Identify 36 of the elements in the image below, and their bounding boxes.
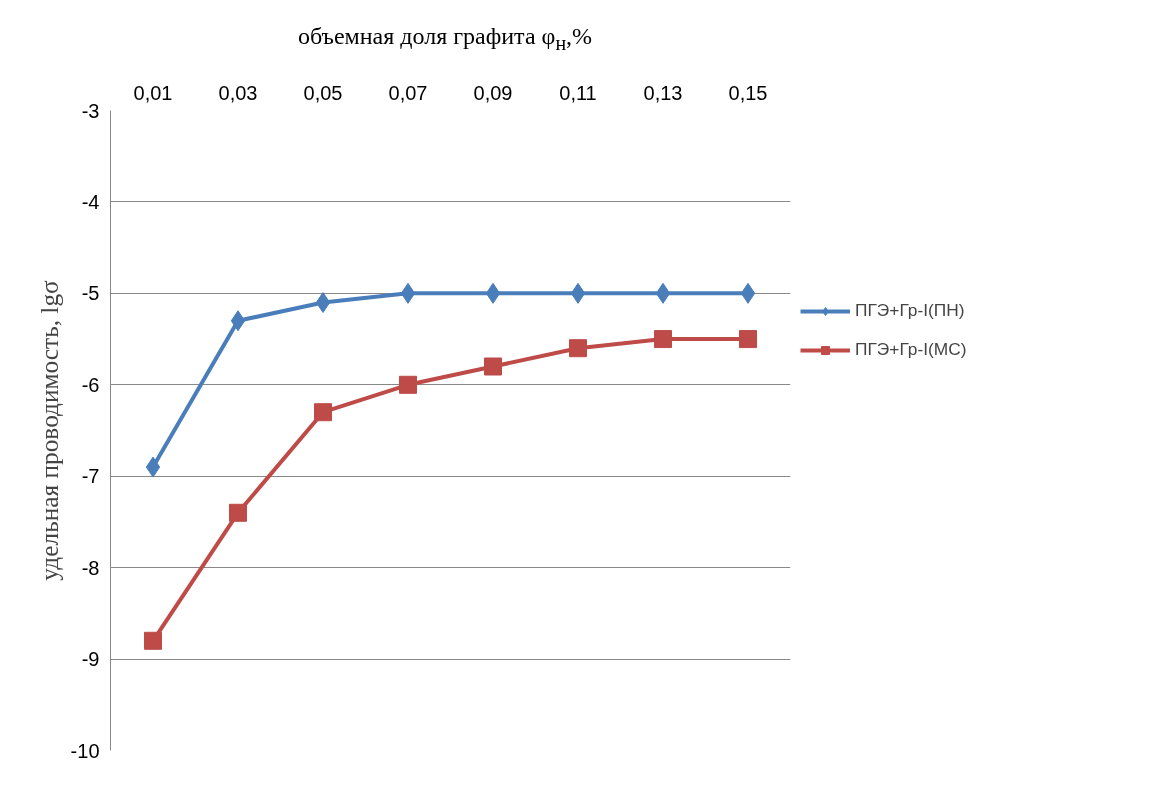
point — [229, 503, 247, 522]
point — [485, 282, 501, 304]
y-tick-label: -10 — [70, 739, 100, 762]
x-tick-label: 0,09 — [473, 81, 513, 104]
y-tick-label: -9 — [81, 648, 100, 671]
x-tick-label: 0,15 — [728, 81, 768, 104]
point — [739, 330, 757, 349]
point — [399, 375, 417, 394]
point — [315, 292, 331, 313]
point — [569, 339, 587, 358]
legend-label: ПГЭ+Гр-I(МС) — [855, 339, 968, 360]
x-tick-label: 0,07 — [388, 81, 428, 104]
y-tick-label: -6 — [81, 373, 100, 396]
point — [654, 330, 672, 349]
y-axis-title: удельная проводимость, lgσ — [34, 279, 63, 581]
point — [655, 282, 671, 304]
y-tick-label: -8 — [81, 556, 100, 579]
x-axis-title: объемная доля графита φ$_{н}$,% — [297, 22, 593, 56]
x-tick-label: 0,05 — [303, 81, 343, 104]
x-tick-label: 0,13 — [643, 81, 683, 104]
legend-label: ПГЭ+Гр-I(ПН) — [855, 300, 966, 321]
point — [740, 282, 756, 304]
point — [144, 631, 162, 650]
x-tick-label: 0,01 — [133, 81, 173, 104]
y-tick-label: -4 — [81, 190, 100, 213]
point — [230, 310, 246, 332]
point — [570, 282, 586, 304]
point — [484, 357, 502, 376]
y-tick-label: -7 — [81, 465, 100, 488]
point — [314, 403, 332, 422]
y-tick-label: -5 — [81, 282, 100, 305]
y-tick-label: -3 — [81, 99, 100, 122]
point — [400, 282, 416, 304]
point — [145, 456, 161, 478]
x-tick-label: 0,03 — [218, 81, 258, 104]
x-tick-label: 0,11 — [559, 81, 597, 104]
